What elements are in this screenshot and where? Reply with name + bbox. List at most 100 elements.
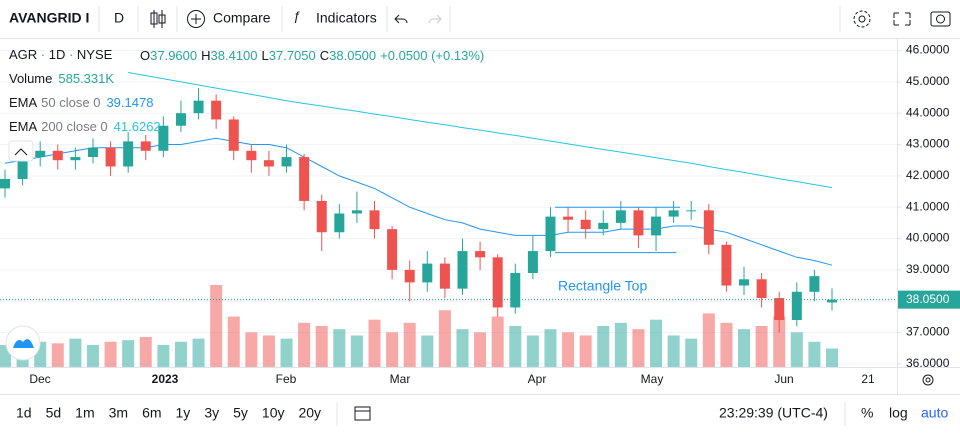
log-toggle[interactable]: log	[889, 405, 908, 421]
volume-bar	[174, 341, 187, 367]
snapshot-icon[interactable]	[930, 11, 951, 27]
volume-bar	[227, 316, 240, 367]
range-button[interactable]: 1y	[176, 405, 191, 421]
candle-body	[17, 157, 28, 179]
volume-bar	[122, 340, 135, 367]
undo-icon[interactable]	[394, 14, 408, 24]
range-button[interactable]: 10y	[262, 405, 285, 421]
candle-body	[70, 157, 81, 161]
volume-bar	[667, 335, 680, 367]
redo-icon[interactable]	[428, 14, 442, 24]
pattern-label: Rectangle Top	[558, 278, 647, 294]
candle-body	[35, 150, 46, 158]
candle-body	[457, 251, 468, 289]
volume-bar	[157, 344, 170, 367]
candle-body	[263, 160, 274, 167]
volume-bar	[315, 326, 328, 367]
candle-body	[580, 219, 591, 230]
x-tick-label: Apr	[528, 372, 547, 386]
range-button[interactable]: 1m	[75, 405, 94, 421]
y-tick-label: 44.0000	[906, 105, 950, 119]
candle-body	[299, 157, 310, 201]
symbol-button[interactable]: AVANGRID I	[9, 10, 89, 26]
auto-toggle[interactable]: auto	[921, 405, 948, 421]
candle-body	[598, 222, 609, 230]
volume-bar	[579, 335, 592, 367]
plot-area: Rectangle Top	[0, 50, 897, 367]
candle-body	[545, 216, 556, 252]
range-button[interactable]: 6m	[142, 405, 161, 421]
clock: 23:29:39 (UTC-4)	[719, 405, 828, 421]
candle-body	[422, 263, 433, 283]
volume-bar	[491, 316, 504, 367]
candle-body	[686, 210, 697, 212]
collapse-legend-button[interactable]	[8, 140, 34, 162]
volume-bar	[632, 329, 645, 367]
y-tick-label: 37.0000	[906, 325, 950, 339]
range-button[interactable]: 3y	[204, 405, 219, 421]
y-tick-label: 42.0000	[906, 168, 950, 182]
toolbar	[0, 0, 960, 38]
date-range-icon[interactable]	[354, 406, 371, 421]
compare-icon[interactable]	[187, 10, 205, 28]
candle-body	[369, 210, 380, 230]
y-tick-label: 40.0000	[906, 231, 950, 245]
volume-bar	[526, 335, 539, 367]
volume-bar	[192, 338, 205, 367]
range-button[interactable]: 5y	[233, 405, 248, 421]
candle-body	[756, 279, 767, 299]
range-button[interactable]: 20y	[298, 405, 321, 421]
settings-icon[interactable]	[853, 10, 871, 28]
candle-body	[52, 150, 63, 161]
axis-settings-icon[interactable]	[922, 374, 934, 386]
range-button[interactable]: 1d	[16, 405, 32, 421]
bottom-bar: 1d 5d 1m 3m 6m 1y 3y 5y 10y 20y	[16, 405, 321, 421]
volume-bar	[474, 332, 487, 367]
candle-body	[633, 210, 644, 236]
volume-bar	[86, 344, 99, 367]
candle-body	[809, 276, 820, 292]
percent-toggle[interactable]: %	[861, 405, 873, 421]
volume-bar	[702, 313, 715, 367]
fullscreen-icon[interactable]	[893, 12, 911, 26]
candle-body	[228, 119, 239, 151]
candle-type-icon[interactable]	[150, 10, 166, 28]
volume-bar	[438, 310, 451, 367]
volume-bar	[386, 332, 399, 367]
indicators-icon[interactable]: ƒ	[293, 8, 300, 23]
volume-bar	[562, 332, 575, 367]
logo[interactable]	[5, 325, 41, 361]
candle-body	[791, 291, 802, 320]
candle-body	[563, 216, 574, 220]
candle-body	[827, 299, 837, 303]
x-tick-label: Dec	[29, 372, 50, 386]
volume-bar	[333, 329, 346, 367]
volume-bar	[614, 322, 627, 367]
volume-bar	[650, 319, 663, 367]
candle-body	[211, 100, 222, 120]
interval-button[interactable]: D	[114, 10, 124, 26]
candle-body	[351, 210, 362, 214]
candle-body	[615, 210, 626, 223]
candle-body	[123, 141, 134, 167]
volume-bar	[421, 335, 434, 367]
candle-body	[105, 147, 116, 167]
volume-bar	[738, 329, 751, 367]
candle-body	[334, 213, 345, 233]
volume-bar	[262, 335, 275, 367]
volume-bar	[808, 341, 821, 367]
indicators-button[interactable]: Indicators	[316, 10, 377, 26]
range-button[interactable]: 3m	[109, 405, 128, 421]
volume-bar	[69, 338, 82, 367]
candle-body	[387, 229, 398, 270]
ema-line	[128, 72, 833, 189]
candle-body	[404, 269, 415, 283]
volume-bar	[790, 332, 803, 367]
candle-body	[140, 141, 151, 151]
compare-button[interactable]: Compare	[213, 10, 271, 26]
volume-bar	[298, 322, 311, 367]
candle-body	[668, 210, 679, 217]
candle-body	[475, 251, 486, 258]
range-button[interactable]: 5d	[46, 405, 62, 421]
